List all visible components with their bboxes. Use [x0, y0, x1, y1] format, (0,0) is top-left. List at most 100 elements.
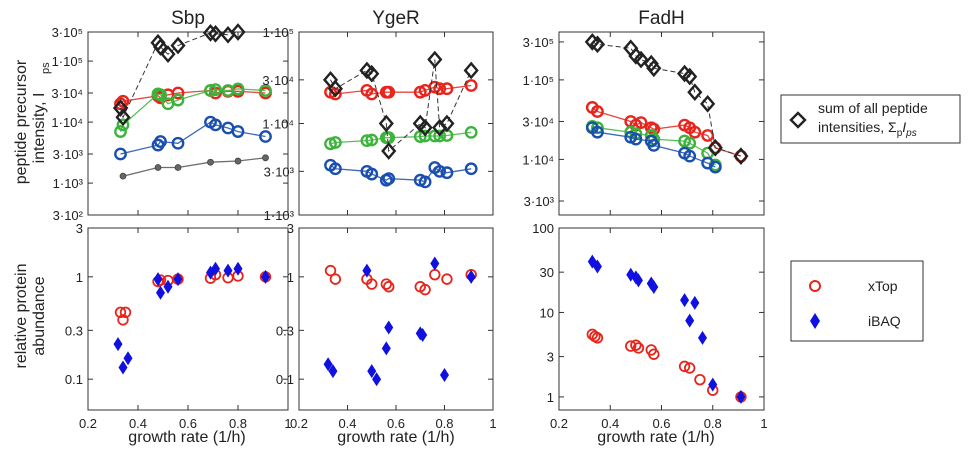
legend-top-line2: intensities, ΣpIps: [818, 119, 917, 139]
y-tick-label: 3·10⁴: [522, 114, 554, 129]
x-tick-label: 1: [489, 416, 496, 431]
ibaq-point: [708, 377, 718, 392]
ibaq-point: [592, 259, 602, 274]
x-tick-label: 1: [760, 416, 767, 431]
x-tick-label: 0.2: [79, 416, 97, 431]
y-tick-label: 1·10⁴: [51, 115, 83, 130]
sum-diamond: [115, 108, 131, 127]
green-point: [591, 121, 604, 135]
ibaq-point: [736, 389, 746, 404]
y-tick-label: 1·10³: [53, 176, 84, 191]
green-point: [433, 129, 447, 143]
green-point: [116, 118, 130, 132]
x-tick-label: 0.8: [435, 416, 453, 431]
y-tick-label: 1·10³: [264, 208, 295, 223]
blue-point: [433, 164, 447, 178]
series-line: [591, 127, 716, 168]
ibaq-point: [649, 280, 659, 295]
blue-point: [114, 147, 127, 161]
ylabel-top: peptide precursor intensity, I ps: [13, 59, 52, 184]
ibaq-point: [328, 364, 338, 379]
sum-diamond: [327, 79, 343, 98]
ibaq-point: [685, 313, 695, 328]
sum-diamond: [427, 50, 443, 69]
red-point: [171, 86, 185, 100]
xtop-point: [117, 314, 129, 326]
xtop-point: [630, 339, 642, 351]
ibaq-point: [233, 261, 243, 276]
sum-diamond: [707, 138, 723, 157]
x-tick-label: 0.6: [179, 416, 197, 431]
sum-diamond: [160, 45, 176, 63]
series-line: [592, 125, 716, 166]
ibaq-point: [384, 320, 394, 335]
y-tick-label: 3·10⁴: [51, 86, 83, 101]
red-point: [382, 85, 396, 99]
legend-diamond-marker: [789, 111, 807, 129]
x-tick-label: 0.6: [652, 416, 670, 431]
ibaq-point: [372, 372, 382, 387]
gray-point: [154, 164, 162, 171]
xtop-point: [329, 273, 342, 285]
ibaq-point: [123, 351, 133, 366]
y-tick-label: 0.1: [276, 372, 294, 387]
panel-sbp-abundance: 0.1 0.3 1 3 0.2 0.4 0.6 0.8 1: [65, 221, 292, 431]
xtop-point: [324, 264, 337, 277]
blue-point: [231, 125, 245, 138]
y-tick-label: 3·10³: [264, 164, 295, 179]
y-tick-label: 1·10⁴: [522, 152, 554, 167]
ibaq-point: [211, 261, 220, 276]
ibaq-point: [223, 263, 233, 278]
ylabel-top-line1: peptide precursor: [13, 59, 30, 184]
sum-diamond: [364, 64, 380, 83]
x-tick-label: 1: [284, 416, 291, 431]
series-line: [120, 121, 266, 155]
xtop-point: [678, 360, 691, 373]
blue-point: [418, 175, 432, 189]
legend-xtop-marker: [809, 280, 821, 292]
sum-diamond: [378, 114, 394, 133]
red-point: [701, 129, 715, 142]
ibaq-point: [173, 272, 183, 287]
blue-point: [154, 135, 167, 148]
sum-diamond: [207, 24, 224, 43]
sum-diamond: [439, 114, 455, 133]
y-tick-label: 1·10⁵: [263, 25, 294, 40]
y-tick-label: 3·10⁴: [262, 73, 294, 88]
gray-point: [234, 157, 242, 165]
ylabel-bottom-line2: abundance: [31, 276, 48, 355]
blue-point: [647, 139, 661, 152]
sum-diamond: [733, 147, 749, 165]
blue-point: [708, 160, 722, 174]
x-tick-label: 0.8: [229, 416, 247, 431]
series-line: [120, 89, 266, 105]
x-tick-label: 0.4: [601, 416, 619, 431]
ibaq-point: [440, 367, 449, 382]
y-tick-label: 3·10⁵: [52, 25, 83, 40]
xtop-point: [383, 281, 395, 293]
panel-title: YgeR: [372, 8, 420, 29]
ibaq-point: [323, 357, 333, 372]
red-point: [688, 125, 702, 139]
y-tick-label: 3: [547, 350, 554, 365]
red-point: [634, 116, 648, 130]
green-point: [204, 84, 217, 97]
green-point: [154, 88, 167, 102]
xtop-point: [366, 278, 378, 290]
sum-diamond: [646, 59, 662, 78]
ibaq-point: [381, 341, 391, 356]
xtop-point: [625, 340, 637, 352]
ibaq-point: [261, 269, 270, 284]
blue-point: [683, 149, 697, 163]
ibaq-point: [680, 293, 690, 308]
x-tick-label: 0.4: [338, 416, 356, 431]
y-tick-label: 3·10⁵: [523, 35, 554, 50]
xlabel-yger: growth rate (1/h): [337, 429, 454, 446]
sum-diamond: [112, 99, 129, 117]
sum-diamond: [463, 61, 479, 80]
sum-diamond: [202, 24, 219, 42]
xtop-point: [683, 362, 696, 374]
axes-frame: [558, 227, 765, 411]
green-point: [328, 136, 342, 149]
